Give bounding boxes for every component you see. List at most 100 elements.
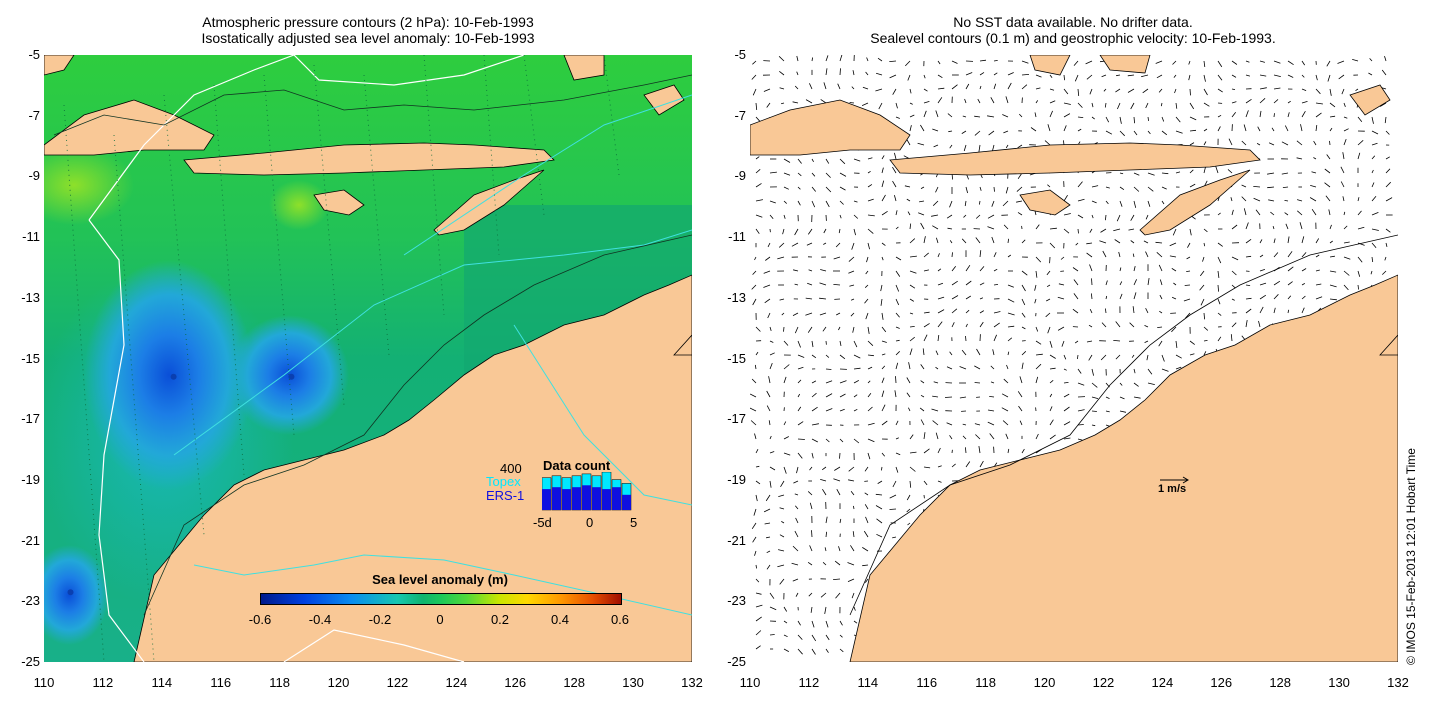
velocity-arrow: [1035, 256, 1042, 263]
velocity-arrow: [811, 452, 814, 459]
velocity-arrow: [794, 530, 799, 538]
velocity-arrow: [1343, 256, 1351, 260]
velocity-arrow: [755, 616, 762, 622]
velocity-arrow: [764, 298, 771, 304]
velocity-arrow: [867, 393, 872, 398]
data-count-xlabel-min: -5d: [533, 515, 552, 530]
velocity-arrow: [1161, 186, 1167, 190]
velocity-arrow: [1259, 294, 1267, 300]
velocity-arrow: [909, 326, 915, 328]
velocity-arrow: [1231, 224, 1238, 230]
velocity-arrow: [1035, 433, 1039, 440]
velocity-arrow: [1063, 213, 1071, 216]
velocity-arrow: [839, 452, 841, 459]
velocity-arrow: [993, 268, 998, 272]
velocity-arrow: [1034, 284, 1037, 291]
velocity-arrow: [1159, 310, 1163, 314]
velocity-arrow: [935, 366, 939, 370]
velocity-arrow: [946, 214, 953, 219]
velocity-arrow: [1073, 60, 1079, 66]
lat-tick-label: -25: [727, 654, 746, 669]
velocity-arrow: [1371, 130, 1379, 135]
velocity-arrow: [1217, 212, 1221, 216]
velocity-arrow: [1073, 293, 1079, 300]
velocity-arrow: [819, 282, 827, 286]
velocity-arrow: [811, 634, 817, 642]
velocity-arrow: [906, 377, 911, 384]
velocity-arrow: [876, 533, 883, 538]
velocity-arrow: [1329, 255, 1335, 258]
velocity-arrow: [811, 648, 816, 655]
velocity-arrow: [1175, 130, 1183, 134]
velocity-arrow: [1049, 242, 1056, 249]
velocity-arrow: [1311, 171, 1317, 174]
velocity-map-canvas: [750, 55, 1398, 662]
velocity-arrow: [895, 256, 902, 261]
velocity-arrow: [920, 380, 925, 384]
velocity-arrow: [1256, 143, 1261, 146]
lon-tick-label: 132: [1387, 675, 1409, 690]
velocity-arrow: [1259, 306, 1264, 314]
velocity-arrow: [1034, 211, 1037, 216]
velocity-arrow: [1159, 294, 1163, 300]
velocity-arrow: [1189, 88, 1191, 96]
velocity-arrow: [979, 282, 985, 286]
velocity-arrow: [1217, 74, 1223, 81]
geostrophic-velocity-map[interactable]: [750, 55, 1398, 662]
velocity-arrow: [1035, 353, 1043, 356]
velocity-arrow: [1203, 88, 1208, 96]
velocity-arrow: [839, 172, 847, 177]
velocity-arrow: [909, 284, 916, 289]
colorbar: Sea level anomaly (m) -0.6 -0.4 -0.2 0 0…: [249, 572, 629, 632]
lat-tick-label: -11: [22, 229, 40, 245]
velocity-arrow: [848, 256, 855, 262]
sea-level-anomaly-map[interactable]: [44, 55, 692, 662]
velocity-arrow: [1231, 60, 1238, 65]
velocity-arrow: [1035, 363, 1042, 370]
velocity-arrow: [797, 452, 803, 459]
velocity-arrow: [906, 198, 911, 202]
velocity-arrow: [781, 521, 785, 524]
velocity-arrow: [751, 74, 757, 80]
velocity-arrow: [1185, 312, 1191, 319]
velocity-arrow: [909, 270, 917, 274]
velocity-arrow: [1243, 208, 1247, 216]
velocity-arrow: [1074, 74, 1079, 82]
velocity-arrow: [796, 55, 799, 62]
velocity-arrow: [1325, 195, 1331, 202]
velocity-arrow: [974, 382, 981, 384]
velocity-arrow: [1175, 354, 1182, 359]
velocity-arrow: [783, 376, 787, 384]
velocity-arrow: [769, 466, 776, 471]
velocity-arrow: [1217, 270, 1220, 278]
velocity-arrow: [1007, 72, 1014, 76]
velocity-arrow: [1371, 142, 1378, 146]
velocity-arrow: [1091, 396, 1099, 399]
velocity-arrow: [823, 242, 827, 245]
velocity-arrow: [1315, 238, 1320, 244]
velocity-arrow: [754, 550, 757, 556]
velocity-arrow: [755, 578, 760, 583]
velocity-arrow: [1074, 340, 1079, 344]
velocity-arrow: [881, 256, 884, 261]
velocity-arrow: [1273, 87, 1281, 90]
velocity-arrow: [909, 466, 916, 472]
velocity-arrow: [769, 171, 777, 174]
velocity-arrow: [1217, 60, 1223, 68]
velocity-arrow: [807, 491, 813, 496]
velocity-arrow: [1313, 140, 1317, 146]
velocity-arrow: [1158, 264, 1163, 272]
velocity-arrow: [809, 83, 813, 90]
velocity-arrow: [1035, 100, 1039, 104]
velocity-arrow: [1343, 270, 1350, 276]
velocity-arrow: [751, 378, 757, 384]
velocity-arrow: [1119, 267, 1122, 272]
velocity-arrow: [951, 265, 957, 272]
lon-tick-label: 130: [622, 675, 644, 690]
velocity-arrow: [853, 620, 858, 624]
velocity-arrow: [1021, 239, 1026, 244]
lon-tick-label: 122: [1092, 675, 1115, 690]
velocity-arrow: [752, 270, 757, 275]
velocity-arrow: [937, 480, 942, 483]
velocity-arrow: [1245, 60, 1250, 63]
